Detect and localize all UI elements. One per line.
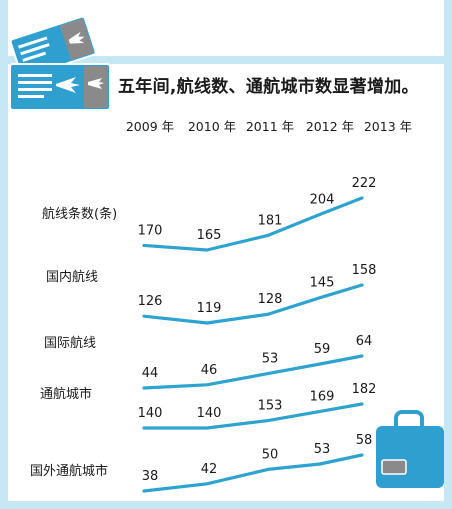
data-label: 119: [197, 301, 222, 316]
series-line: [142, 196, 364, 252]
x-tick-label: 2012 年: [306, 119, 354, 134]
data-label: 53: [314, 442, 331, 457]
data-label: 170: [138, 223, 163, 238]
x-tick-label: 2013 年: [364, 119, 412, 134]
data-label: 145: [310, 276, 335, 291]
data-label: 158: [352, 263, 377, 278]
data-label: 165: [197, 228, 222, 243]
data-label: 204: [310, 192, 335, 207]
data-label: 38: [142, 469, 159, 484]
airplane-ticket-icon: [9, 15, 111, 111]
series-label: 国内航线: [46, 269, 98, 285]
data-label: 58: [356, 433, 373, 448]
series-label: 国外通航城市: [30, 463, 108, 479]
data-label: 140: [138, 406, 163, 421]
series-line: [142, 453, 364, 493]
data-label: 222: [352, 176, 377, 191]
data-label: 50: [262, 447, 279, 462]
data-label: 182: [352, 382, 377, 397]
series-line: [142, 354, 364, 390]
series-line: [142, 402, 364, 430]
data-label: 42: [201, 462, 218, 477]
data-label: 153: [258, 399, 283, 414]
data-label: 140: [197, 406, 222, 421]
data-label: 169: [310, 389, 335, 404]
data-label: 59: [314, 342, 331, 357]
suitcase-icon: [376, 410, 444, 488]
series-line: [142, 283, 364, 325]
data-label: 181: [258, 213, 283, 228]
data-label: 128: [258, 292, 283, 307]
x-tick-label: 2010 年: [188, 119, 236, 134]
chart-title: 五年间,航线数、通航城市数显著增加。: [118, 77, 419, 97]
data-label: 53: [262, 352, 279, 367]
series-label: 国际航线: [44, 335, 96, 351]
x-tick-label: 2011 年: [246, 119, 294, 134]
data-label: 46: [201, 363, 218, 378]
x-tick-label: 2009 年: [126, 119, 174, 134]
data-label: 44: [142, 366, 159, 381]
data-label: 126: [138, 294, 163, 309]
series-label: 航线条数(条): [42, 206, 117, 222]
series-label: 通航城市: [40, 386, 92, 402]
data-label: 64: [356, 334, 373, 349]
